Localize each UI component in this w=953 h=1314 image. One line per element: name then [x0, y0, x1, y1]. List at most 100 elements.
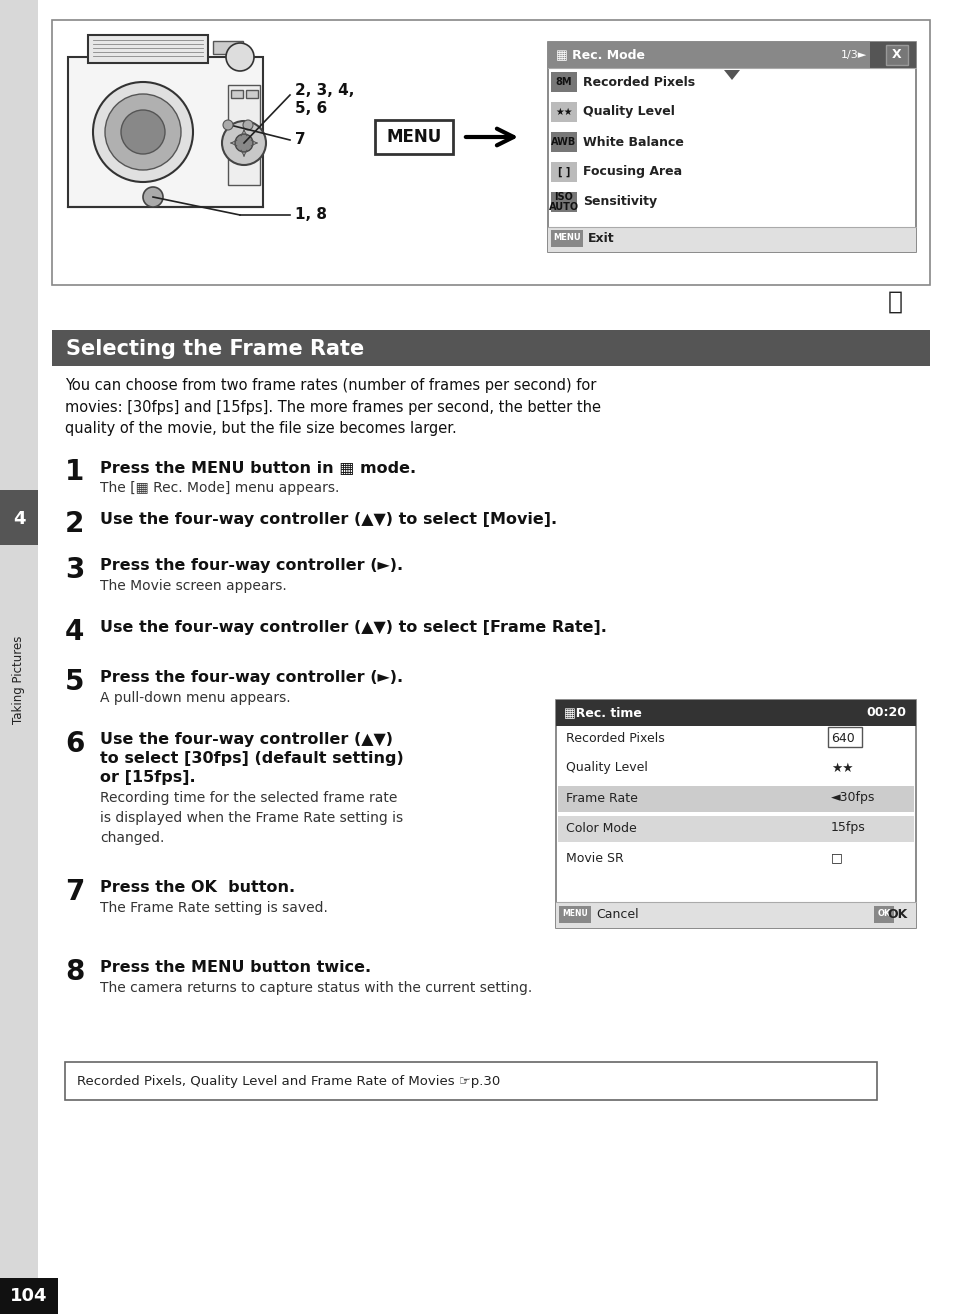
Text: X: X	[891, 49, 901, 62]
Bar	[551, 131, 577, 152]
Text: MENU: MENU	[386, 127, 441, 146]
Text: Recorded Pixels: Recorded Pixels	[565, 732, 664, 745]
Text: ▦Rec. time: ▦Rec. time	[563, 707, 641, 720]
Bar	[88, 35, 208, 63]
Text: 00:20: 00:20	[865, 707, 905, 720]
Text: The Frame Rate setting is saved.: The Frame Rate setting is saved.	[100, 901, 328, 915]
Text: 2: 2	[65, 510, 84, 537]
Text: Press the MENU button twice.: Press the MENU button twice.	[100, 961, 371, 975]
Bar	[873, 905, 893, 922]
Text: Recorded Pixels: Recorded Pixels	[582, 75, 695, 88]
Text: Color Mode: Color Mode	[565, 821, 636, 834]
Text: Press the four-way controller (►).: Press the four-way controller (►).	[100, 670, 403, 685]
Bar	[52, 20, 929, 285]
Bar	[52, 330, 929, 367]
Text: 104: 104	[10, 1286, 48, 1305]
Text: Movie SR: Movie SR	[565, 851, 623, 865]
Text: 6: 6	[65, 731, 84, 758]
Text: 3: 3	[65, 556, 84, 583]
Circle shape	[226, 43, 253, 71]
Circle shape	[234, 134, 253, 152]
Text: Quality Level: Quality Level	[565, 762, 647, 774]
Text: ★★: ★★	[830, 762, 853, 774]
Text: Press the OK  button.: Press the OK button.	[100, 880, 294, 895]
Bar	[551, 162, 577, 183]
Bar	[547, 227, 915, 252]
Text: AWB: AWB	[551, 137, 576, 147]
Bar	[228, 85, 260, 185]
Text: Press the MENU button in ▦ mode.: Press the MENU button in ▦ mode.	[100, 460, 416, 474]
Text: 8: 8	[65, 958, 84, 986]
Text: 4: 4	[12, 510, 25, 528]
Text: MENU: MENU	[553, 234, 580, 243]
Circle shape	[121, 110, 165, 154]
Text: 1, 8: 1, 8	[294, 208, 327, 222]
Text: □: □	[830, 851, 841, 865]
Bar	[547, 42, 915, 252]
Bar	[556, 700, 915, 727]
Text: 1: 1	[65, 459, 84, 486]
Text: Use the four-way controller (▲▼) to select [Movie].: Use the four-way controller (▲▼) to sele…	[100, 512, 557, 527]
Bar	[558, 816, 913, 842]
Text: Press the four-way controller (►).: Press the four-way controller (►).	[100, 558, 403, 573]
Bar	[551, 192, 577, 212]
Bar	[551, 230, 582, 247]
Circle shape	[223, 120, 233, 130]
Text: Use the four-way controller (▲▼) to select [Frame Rate].: Use the four-way controller (▲▼) to sele…	[100, 620, 606, 635]
Text: Quality Level: Quality Level	[582, 105, 674, 118]
Text: 5: 5	[65, 668, 85, 696]
Text: OK: OK	[887, 908, 907, 921]
Text: 5, 6: 5, 6	[294, 101, 327, 116]
Text: 640: 640	[830, 732, 854, 745]
Bar	[0, 1279, 58, 1314]
Bar	[558, 786, 913, 812]
Text: ▦ Rec. Mode: ▦ Rec. Mode	[556, 49, 644, 62]
Bar	[213, 41, 243, 54]
Bar	[375, 120, 453, 154]
Bar	[231, 89, 243, 99]
Bar	[246, 89, 257, 99]
Text: 📹: 📹	[886, 290, 902, 314]
Text: 7: 7	[294, 131, 305, 147]
Text: The Movie screen appears.: The Movie screen appears.	[100, 579, 287, 593]
Bar	[556, 901, 915, 928]
Text: Recorded Pixels, Quality Level and Frame Rate of Movies ☞p.30: Recorded Pixels, Quality Level and Frame…	[77, 1075, 499, 1088]
Text: 7: 7	[65, 878, 84, 905]
Text: 8M: 8M	[556, 78, 572, 87]
Text: You can choose from two frame rates (number of frames per second) for
movies: [3: You can choose from two frame rates (num…	[65, 378, 600, 436]
Bar	[547, 42, 915, 68]
Bar	[558, 905, 590, 922]
Text: Sensitivity: Sensitivity	[582, 196, 657, 209]
Text: 4: 4	[65, 618, 84, 646]
FancyArrowPatch shape	[465, 129, 513, 146]
Text: OK: OK	[877, 909, 890, 918]
Text: 2, 3, 4,: 2, 3, 4,	[294, 83, 354, 99]
Text: ★★: ★★	[555, 106, 572, 117]
Circle shape	[105, 95, 181, 170]
Text: A pull-down menu appears.: A pull-down menu appears.	[100, 691, 291, 706]
Circle shape	[222, 121, 266, 166]
Bar	[827, 727, 862, 746]
Text: [ ]: [ ]	[558, 167, 570, 177]
Bar	[551, 72, 577, 92]
Text: Use the four-way controller (▲▼)
to select [30fps] (default setting)
or [15fps].: Use the four-way controller (▲▼) to sele…	[100, 732, 403, 786]
Text: Frame Rate: Frame Rate	[565, 791, 638, 804]
Text: The [▦ Rec. Mode] menu appears.: The [▦ Rec. Mode] menu appears.	[100, 481, 339, 495]
Bar	[0, 0, 38, 1314]
Polygon shape	[723, 70, 740, 80]
Text: Selecting the Frame Rate: Selecting the Frame Rate	[66, 339, 364, 359]
Text: MENU: MENU	[561, 909, 587, 918]
Text: 1/3►: 1/3►	[841, 50, 866, 60]
Bar	[68, 57, 263, 208]
Text: 15fps: 15fps	[830, 821, 864, 834]
Text: Recording time for the selected frame rate
is displayed when the Frame Rate sett: Recording time for the selected frame ra…	[100, 791, 403, 845]
Bar	[885, 45, 907, 64]
Text: ◄30fps: ◄30fps	[830, 791, 875, 804]
Circle shape	[243, 120, 253, 130]
Circle shape	[92, 81, 193, 183]
Text: The camera returns to capture status with the current setting.: The camera returns to capture status wit…	[100, 982, 532, 995]
Bar	[65, 1062, 876, 1100]
Bar	[869, 42, 915, 68]
Circle shape	[143, 187, 163, 208]
Text: Cancel: Cancel	[596, 908, 638, 921]
